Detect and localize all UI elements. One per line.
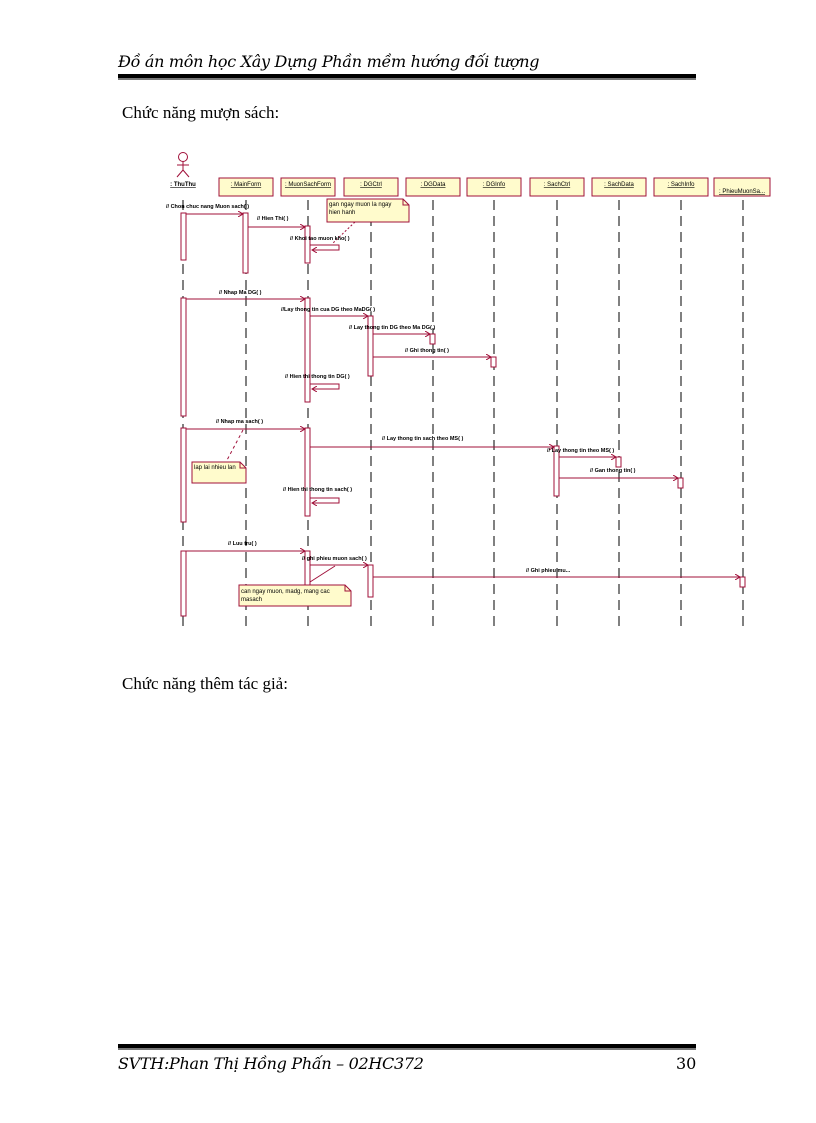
msg-nhap-ma-sach: // Nhap ma sach( ) — [216, 419, 263, 425]
note-3: can ngay muon, madg, mang cac masach — [238, 584, 352, 607]
object-dginfo: : DGInfo — [483, 182, 506, 188]
page-number: 30 — [676, 1054, 697, 1073]
msg-hien-thi-sach: // Hien thi thong tin sach( ) — [283, 487, 352, 493]
actor-icon — [178, 152, 188, 162]
object-muonsachform: : MuonSachForm — [285, 182, 331, 188]
messages — [186, 214, 740, 583]
section-heading-add-author: Chức năng thêm tác giả: — [122, 674, 288, 693]
object-sachdata: : SachData — [604, 182, 634, 188]
footer-rule — [118, 1044, 696, 1050]
svg-text:can ngay muon, madg, mang cac: can ngay muon, madg, mang cac — [241, 589, 330, 595]
document-header-title: Đồ án môn học Xây Dựng Phần mềm hướng đố… — [118, 52, 540, 71]
svg-text:lap lai nhieu lan: lap lai nhieu lan — [194, 465, 236, 471]
header-rule — [118, 74, 696, 80]
svg-text:gan ngay muon la ngay: gan ngay muon la ngay — [329, 202, 391, 208]
msg-lay-tt-dg-ma: // Lay thong tin DG theo Ma DG( ) — [349, 325, 435, 331]
section-heading-borrow-book: Chức năng mượn sách: — [122, 103, 280, 122]
msg-luu-tru: // Luu tru( ) — [228, 541, 257, 547]
sequence-diagram: : ThuThu : MainForm : MuonSachForm : DGC… — [166, 152, 771, 628]
actor-label: : ThuThu — [170, 182, 196, 188]
object-sachctrl: : SachCtrl — [544, 182, 570, 188]
msg-ghi-phieu: // ghi phieu muon sach( ) — [302, 556, 367, 562]
lifelines — [182, 200, 744, 628]
activation-bars — [180, 212, 746, 617]
svg-text:masach: masach — [241, 597, 262, 603]
object-dgdata: : DGData — [420, 182, 446, 188]
note-2: lap lai nhieu lan — [191, 461, 247, 484]
object-boxes: : MainForm : MuonSachForm : DGCtrl : DGD… — [218, 177, 771, 197]
note-1: gan ngay muon la ngay hien hanh — [326, 198, 410, 223]
msg-lay-tt-ms: // Lay thong tin theo MS( ) — [547, 448, 614, 454]
msg-ghi-phieu-mu: // Ghi phieu mu... — [526, 568, 571, 574]
msg-nhap-ma-dg: // Nhap Ma DG( ) — [219, 290, 262, 296]
msg-hien-thi-dg: // Hien thi thong tin DG( ) — [285, 374, 350, 380]
object-dgctrl: : DGCtrl — [360, 182, 382, 188]
object-sachinfo: : SachInfo — [667, 182, 695, 188]
svg-text:hien hanh: hien hanh — [329, 210, 355, 216]
footer-author: SVTH:Phan Thị Hồng Phấn – 02HC372 — [118, 1054, 424, 1073]
msg-lay-tt-sach: // Lay thong tin sach theo MS( ) — [382, 436, 463, 442]
msg-gan-tt: // Gan thong tin( ) — [590, 468, 636, 474]
msg-lay-tt-dg: //Lay thong tin cua DG theo MaDG( ) — [281, 307, 375, 313]
object-phieumuonsach: : PhieuMuonSa... — [719, 189, 765, 195]
msg-khoi-tao: // Khoi tao muon kho( ) — [290, 236, 350, 242]
actor-thuthu: : ThuThu — [170, 152, 196, 188]
msg-hien-thi: // Hien Thi( ) — [257, 216, 289, 222]
msg-chon-chuc-nang: // Chon chuc nang Muon sach( ) — [166, 204, 249, 210]
msg-ghi-tt: // Ghi thong tin( ) — [405, 348, 449, 354]
object-mainform: : MainForm — [231, 182, 261, 188]
message-labels: // Chon chuc nang Muon sach( ) // Hien T… — [166, 204, 636, 574]
